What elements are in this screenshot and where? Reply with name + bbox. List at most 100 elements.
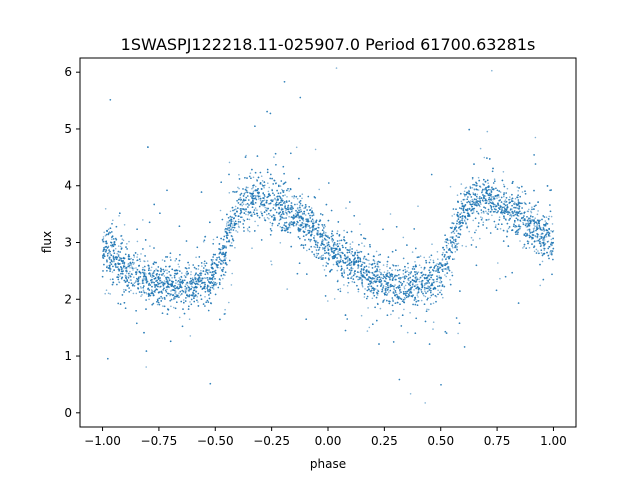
data-point xyxy=(453,213,456,216)
data-point xyxy=(284,211,287,214)
data-point xyxy=(139,260,142,263)
data-point xyxy=(451,271,453,274)
data-point xyxy=(349,243,352,245)
data-point xyxy=(143,278,145,280)
data-point xyxy=(271,224,274,227)
data-point xyxy=(427,308,430,311)
data-point xyxy=(281,197,283,200)
data-point xyxy=(403,287,406,290)
data-point xyxy=(526,222,529,225)
data-point xyxy=(118,281,121,284)
data-point xyxy=(203,277,206,279)
data-point xyxy=(442,252,444,254)
data-point xyxy=(125,272,128,274)
data-point xyxy=(156,303,159,306)
data-point xyxy=(522,221,524,224)
data-point xyxy=(221,248,224,251)
data-point xyxy=(212,259,214,261)
data-point xyxy=(432,321,435,324)
data-point xyxy=(119,245,122,248)
data-point xyxy=(189,301,191,303)
data-point xyxy=(372,282,374,285)
data-point xyxy=(196,277,198,280)
data-point xyxy=(249,192,251,194)
data-point xyxy=(174,297,176,300)
data-point xyxy=(225,225,228,227)
data-point xyxy=(118,215,120,217)
data-point xyxy=(268,218,270,220)
data-point xyxy=(395,296,398,299)
data-point xyxy=(232,220,234,222)
data-point xyxy=(499,277,501,280)
data-point xyxy=(504,199,507,201)
data-point xyxy=(543,249,546,251)
data-point xyxy=(420,266,423,269)
data-point xyxy=(283,189,285,192)
data-point xyxy=(171,277,173,279)
data-point xyxy=(533,250,536,253)
data-point xyxy=(544,242,547,245)
data-point xyxy=(227,221,230,224)
data-point xyxy=(534,225,536,228)
data-point xyxy=(123,224,126,226)
data-point xyxy=(487,210,490,213)
data-point xyxy=(263,186,265,189)
data-point xyxy=(323,269,326,271)
data-point xyxy=(268,186,271,189)
data-point xyxy=(166,288,168,291)
data-point xyxy=(281,188,283,191)
data-point xyxy=(471,187,474,189)
data-point xyxy=(499,191,502,193)
data-point xyxy=(260,211,262,213)
data-point xyxy=(215,266,218,268)
data-point xyxy=(319,256,321,258)
data-point xyxy=(331,240,334,243)
data-point xyxy=(129,267,131,269)
data-point xyxy=(423,256,426,259)
data-point xyxy=(121,238,124,240)
data-point xyxy=(502,171,505,173)
data-point xyxy=(230,242,233,244)
data-point xyxy=(472,212,475,214)
data-point xyxy=(315,249,318,251)
data-point xyxy=(107,292,110,295)
data-point xyxy=(111,238,113,240)
data-point xyxy=(521,191,524,193)
data-point xyxy=(241,204,243,207)
data-point xyxy=(418,264,421,267)
data-point xyxy=(379,268,381,271)
data-point xyxy=(523,201,526,204)
data-point xyxy=(295,146,298,149)
data-point xyxy=(368,259,370,262)
data-point xyxy=(298,224,301,226)
data-point xyxy=(463,198,466,201)
data-point xyxy=(324,225,327,228)
data-point xyxy=(438,275,441,277)
data-point xyxy=(224,274,226,277)
data-point xyxy=(135,267,137,269)
data-point xyxy=(366,259,369,261)
data-point xyxy=(151,276,153,279)
data-point xyxy=(173,306,175,309)
data-point xyxy=(131,266,133,268)
data-point xyxy=(460,212,463,214)
data-point xyxy=(322,254,325,256)
data-point xyxy=(152,281,154,283)
data-point xyxy=(335,67,338,69)
data-point xyxy=(254,207,257,209)
data-point xyxy=(225,245,227,248)
data-point xyxy=(126,243,128,245)
data-point xyxy=(352,267,354,270)
data-point xyxy=(386,263,389,266)
data-point xyxy=(266,213,268,216)
data-point xyxy=(465,186,468,189)
data-point xyxy=(239,196,242,199)
data-point xyxy=(483,212,485,214)
data-point xyxy=(128,240,130,243)
data-point xyxy=(296,198,299,200)
data-point xyxy=(416,294,419,296)
data-point xyxy=(325,231,327,234)
data-point xyxy=(417,205,419,207)
data-point xyxy=(436,263,438,265)
data-point xyxy=(127,263,129,265)
